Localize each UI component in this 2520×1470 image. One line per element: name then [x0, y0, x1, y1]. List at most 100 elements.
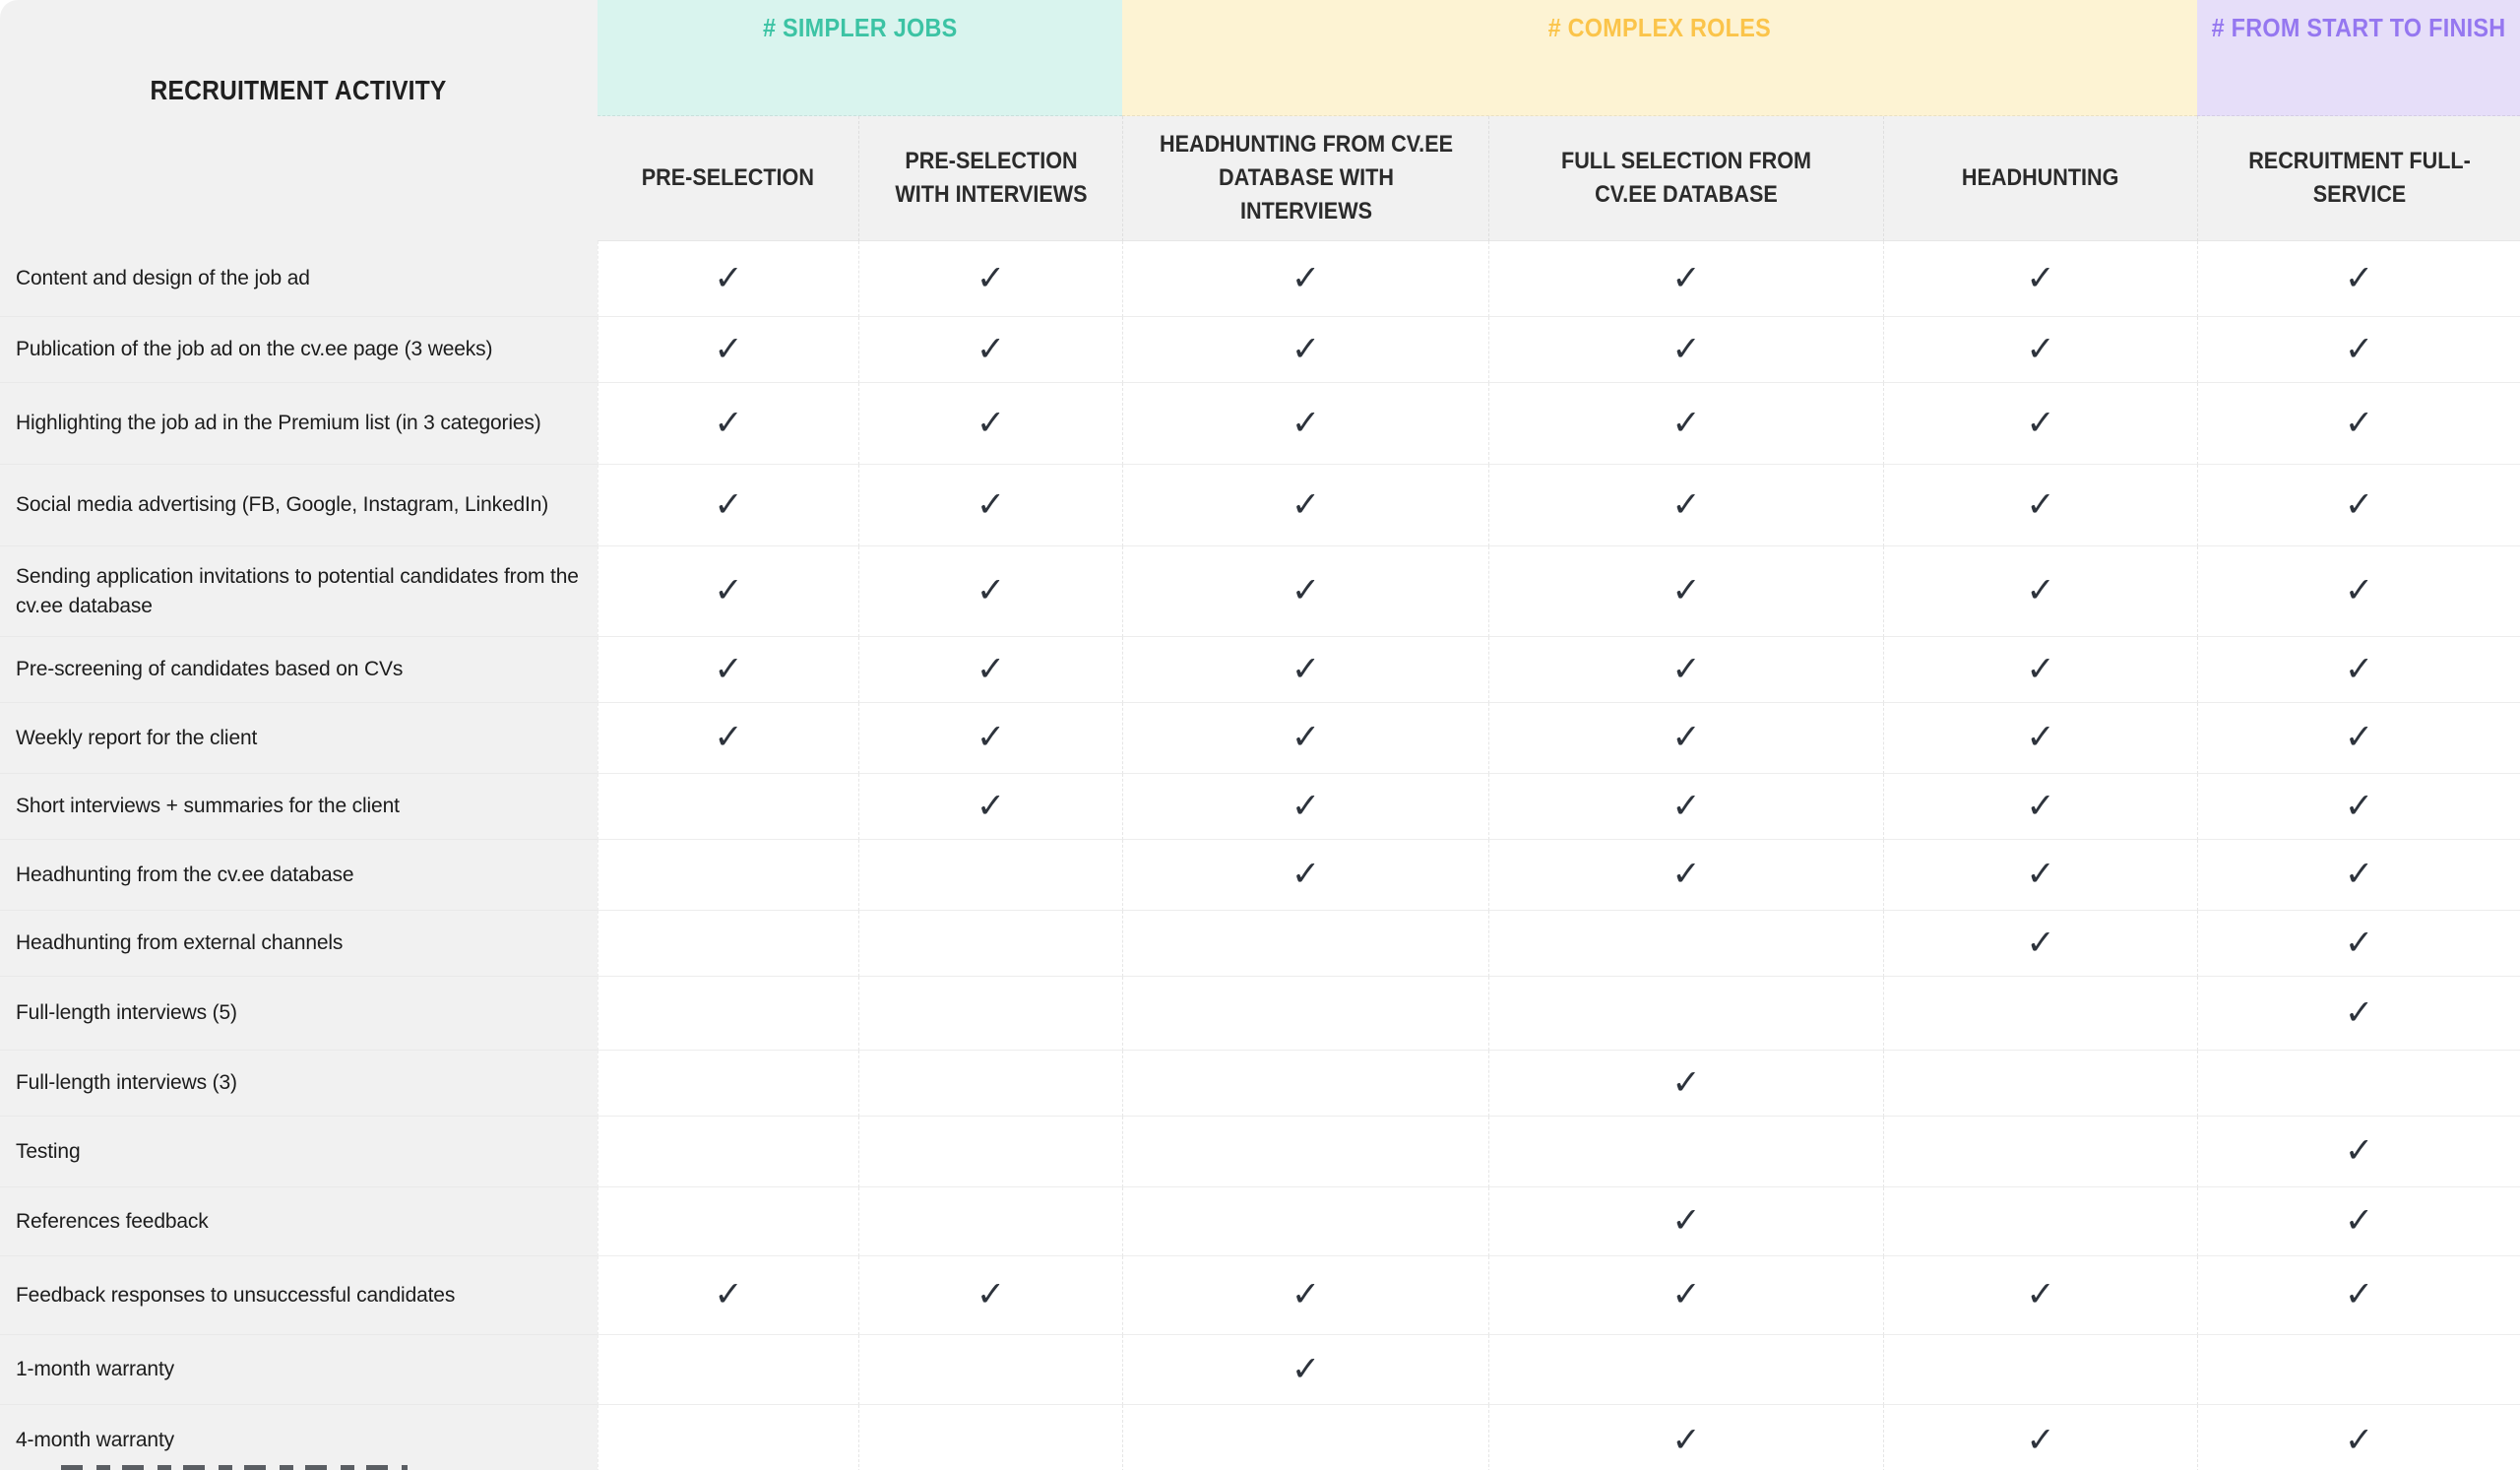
row-label: 4-month warranty: [16, 1429, 174, 1451]
checkmark-icon: ✓: [976, 1275, 1006, 1314]
check-cell-checked: ✓: [1488, 1256, 1883, 1335]
check-cell-empty: [1488, 1335, 1883, 1405]
checkmark-icon: ✓: [1291, 855, 1321, 894]
checkmark-icon: ✓: [976, 258, 1006, 298]
checkmark-icon: ✓: [2344, 923, 2374, 963]
check-cell-checked: ✓: [1122, 840, 1488, 911]
table-row: Weekly report for the client ✓ ✓ ✓ ✓ ✓ ✓: [0, 703, 2520, 774]
check-cell-empty: [858, 1335, 1122, 1405]
table-row: Pre-screening of candidates based on CVs…: [0, 637, 2520, 703]
checkmark-icon: ✓: [1291, 258, 1321, 298]
checkmark-icon: ✓: [2026, 329, 2055, 369]
column-header-label: HEADHUNTING: [1962, 164, 2119, 191]
checkmark-icon: ✓: [1291, 1349, 1321, 1389]
check-cell-empty: [598, 1335, 858, 1405]
check-cell-empty: [1488, 977, 1883, 1051]
check-cell-checked: ✓: [1122, 774, 1488, 840]
check-cell-checked: ✓: [1883, 383, 2197, 465]
check-cell-empty: [1883, 1187, 2197, 1256]
check-cell-empty: [858, 1051, 1122, 1117]
check-cell-empty: [598, 1405, 858, 1470]
checkmark-icon: ✓: [1671, 1275, 1701, 1314]
check-cell-checked: ✓: [1488, 546, 1883, 637]
check-cell-empty: [1122, 1187, 1488, 1256]
check-cell-checked: ✓: [858, 774, 1122, 840]
check-cell-checked: ✓: [598, 241, 858, 317]
check-cell-empty: [1883, 1051, 2197, 1117]
row-label: Content and design of the job ad: [16, 267, 310, 289]
row-label: Publication of the job ad on the cv.ee p…: [16, 338, 493, 360]
row-label-cell: Headhunting from external channels: [0, 911, 598, 977]
check-cell-checked: ✓: [1122, 465, 1488, 546]
activity-header-label: RECRUITMENT ACTIVITY: [150, 75, 448, 105]
check-cell-checked: ✓: [1488, 317, 1883, 383]
check-cell-checked: ✓: [858, 703, 1122, 774]
check-cell-checked: ✓: [2197, 1256, 2520, 1335]
check-cell-checked: ✓: [1883, 546, 2197, 637]
checkmark-icon: ✓: [976, 571, 1006, 610]
checkmark-icon: ✓: [1671, 855, 1701, 894]
checkmark-icon: ✓: [714, 329, 743, 369]
category-band: # COMPLEX ROLES: [1122, 0, 2197, 116]
check-cell-checked: ✓: [2197, 911, 2520, 977]
check-cell-checked: ✓: [1488, 383, 1883, 465]
check-cell-checked: ✓: [1883, 703, 2197, 774]
check-cell-empty: [1883, 977, 2197, 1051]
row-label: Short interviews + summaries for the cli…: [16, 795, 400, 817]
row-label-cell: Highlighting the job ad in the Premium l…: [0, 383, 598, 465]
table-row: References feedback ✓ ✓: [0, 1187, 2520, 1256]
check-cell-empty: [1883, 1117, 2197, 1187]
checkmark-icon: ✓: [1291, 484, 1321, 525]
row-label-cell: Full-length interviews (5): [0, 977, 598, 1051]
check-cell-checked: ✓: [1883, 1256, 2197, 1335]
checkmark-icon: ✓: [1671, 1420, 1701, 1460]
checkmark-icon: ✓: [2026, 718, 2055, 757]
category-band-label: # COMPLEX ROLES: [1547, 13, 1772, 42]
row-label-cell: Weekly report for the client: [0, 703, 598, 774]
check-cell-checked: ✓: [1488, 774, 1883, 840]
check-cell-checked: ✓: [598, 383, 858, 465]
check-cell-checked: ✓: [858, 1256, 1122, 1335]
check-cell-checked: ✓: [2197, 465, 2520, 546]
column-header-cell: FULL SELECTION FROM CV.EE DATABASE: [1488, 116, 1883, 241]
column-header-label: PRE-SELECTION: [641, 164, 815, 191]
category-band-label: # FROM START TO FINISH: [2211, 13, 2506, 42]
check-cell-empty: [1488, 911, 1883, 977]
column-header-cell: HEADHUNTING FROM CV.EE DATABASE WITH INT…: [1122, 116, 1488, 241]
table-row: 1-month warranty ✓: [0, 1335, 2520, 1405]
checkmark-icon: ✓: [1291, 786, 1321, 826]
check-cell-checked: ✓: [1883, 465, 2197, 546]
checkmark-icon: ✓: [2344, 1275, 2374, 1314]
row-label: Weekly report for the client: [16, 726, 258, 749]
row-label-cell: Pre-screening of candidates based on CVs: [0, 637, 598, 703]
checkmark-icon: ✓: [714, 571, 743, 610]
row-label-cell: Content and design of the job ad: [0, 241, 598, 317]
column-header-cell: PRE-SELECTION: [598, 116, 858, 241]
table-row: Content and design of the job ad ✓ ✓ ✓ ✓ ✓ ✓: [0, 241, 2520, 317]
row-label: Social media advertising (FB, Google, In…: [16, 493, 549, 516]
check-cell-checked: ✓: [1122, 241, 1488, 317]
column-header-label: FULL SELECTION FROM CV.EE DATABASE: [1561, 148, 1811, 208]
check-cell-checked: ✓: [1883, 317, 2197, 383]
table-row: Sending application invitations to poten…: [0, 546, 2520, 637]
checkmark-icon: ✓: [1671, 403, 1701, 443]
checkmark-icon: ✓: [2026, 649, 2055, 689]
row-label-cell: Testing: [0, 1117, 598, 1187]
check-cell-checked: ✓: [1488, 1187, 1883, 1256]
row-label-cell: Social media advertising (FB, Google, In…: [0, 465, 598, 546]
checkmark-icon: ✓: [2026, 855, 2055, 894]
check-cell-checked: ✓: [1883, 840, 2197, 911]
check-cell-empty: [858, 1405, 1122, 1470]
checkmark-icon: ✓: [1671, 329, 1701, 369]
category-band: # SIMPLER JOBS: [598, 0, 1122, 116]
table-row: Publication of the job ad on the cv.ee p…: [0, 317, 2520, 383]
check-cell-checked: ✓: [858, 383, 1122, 465]
check-cell-empty: [1122, 1405, 1488, 1470]
checkmark-icon: ✓: [2026, 1275, 2055, 1314]
check-cell-checked: ✓: [1488, 840, 1883, 911]
checkmark-icon: ✓: [2026, 786, 2055, 826]
check-cell-checked: ✓: [598, 703, 858, 774]
checkmark-icon: ✓: [1291, 571, 1321, 610]
check-cell-checked: ✓: [598, 546, 858, 637]
row-label: Sending application invitations to poten…: [16, 564, 579, 617]
